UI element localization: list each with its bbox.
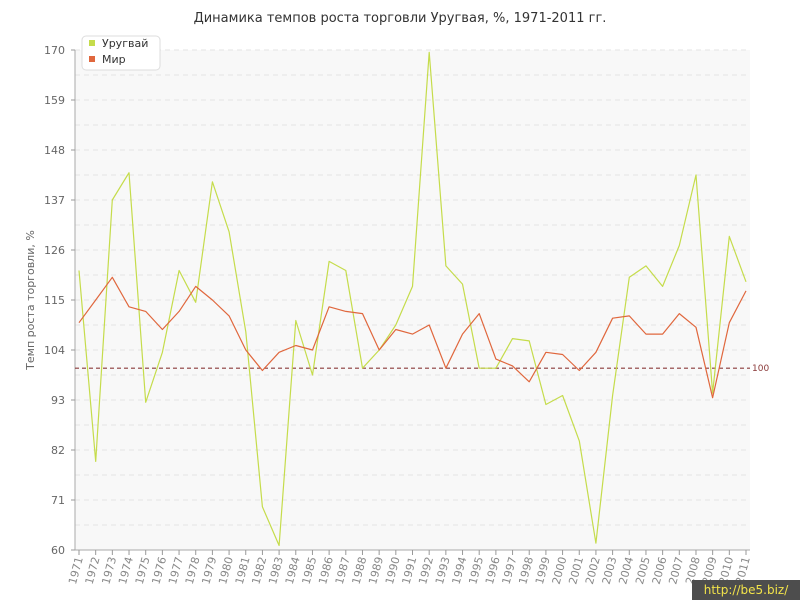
y-tick-label: 137 xyxy=(44,194,65,207)
y-tick-label: 60 xyxy=(51,544,65,557)
legend-marker-uruguay xyxy=(89,40,95,46)
series-line-uruguay[interactable] xyxy=(78,51,747,547)
legend[interactable]: Уругвай Мир xyxy=(81,35,161,71)
reference-line-group: 100 xyxy=(75,364,769,374)
x-axis-ticks: 1971197219731974197519761977197819791980… xyxy=(66,550,753,586)
y-axis-ticks: 60 71 82 93 104 115 126 137 148 159 170 xyxy=(44,44,75,557)
y-tick-label: 104 xyxy=(44,344,65,357)
legend-label-uruguay: Уругвай xyxy=(102,37,148,50)
watermark[interactable]: http://be5.biz/ xyxy=(692,580,800,600)
legend-marker-world xyxy=(89,56,95,62)
legend-item-world[interactable]: Мир xyxy=(89,53,126,66)
y-tick-label: 159 xyxy=(44,94,65,107)
grid xyxy=(75,49,750,551)
y-tick-label: 115 xyxy=(44,294,65,307)
y-tick-label: 170 xyxy=(44,44,65,57)
y-axis-title: Темп роста торговли, % xyxy=(24,230,37,371)
series-line-world[interactable] xyxy=(78,276,747,399)
reference-line-label: 100 xyxy=(752,364,769,374)
y-tick-label: 148 xyxy=(44,144,65,157)
y-tick-label: 71 xyxy=(51,494,65,507)
chart-title: Динамика темпов роста торговли Уругвая, … xyxy=(194,11,607,26)
legend-box xyxy=(81,35,161,71)
y-tick-label: 126 xyxy=(44,244,65,257)
series-group xyxy=(78,51,747,547)
legend-label-world: Мир xyxy=(102,53,126,66)
y-tick-label: 93 xyxy=(51,394,65,407)
y-tick-label: 82 xyxy=(51,444,65,457)
legend-item-uruguay[interactable]: Уругвай xyxy=(89,37,148,50)
